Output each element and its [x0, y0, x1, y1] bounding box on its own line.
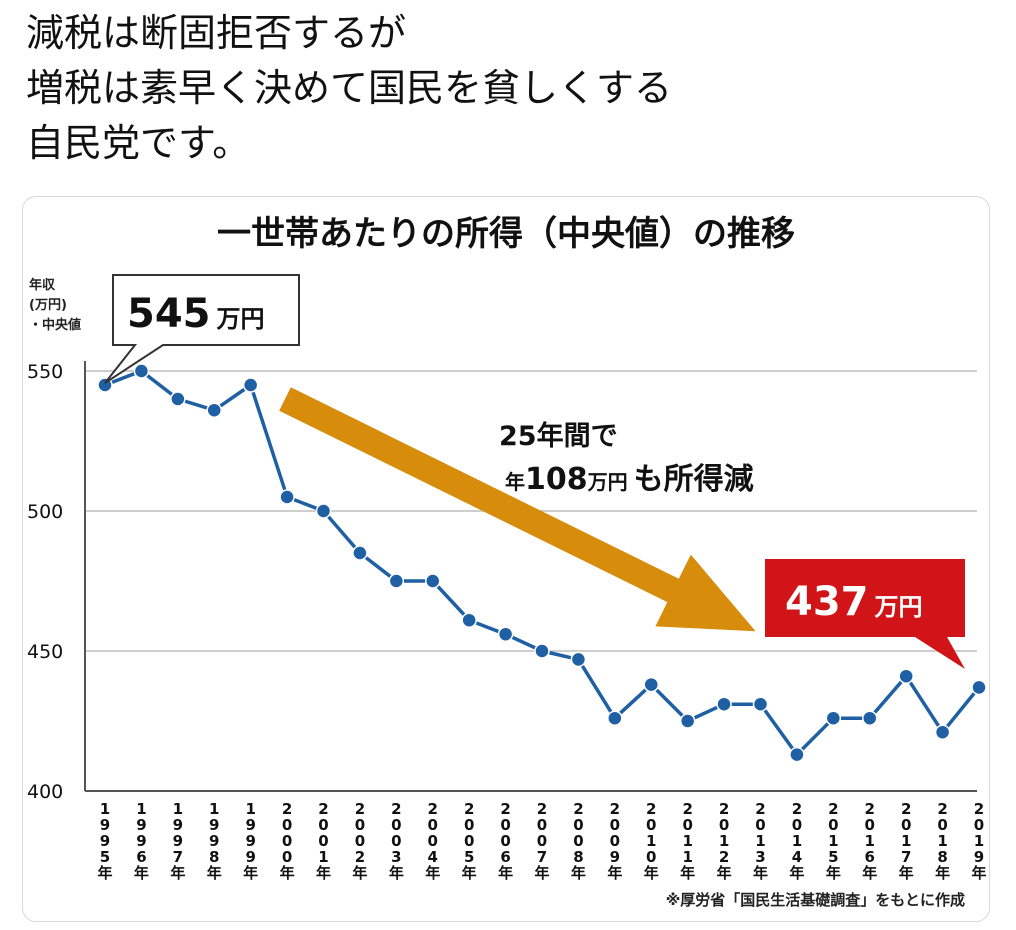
data-point-1996年 [133, 363, 150, 379]
data-point-2006年 [497, 626, 514, 642]
start-callout-value: 545 [127, 291, 211, 337]
data-point-2004年 [425, 573, 441, 589]
income-chart: 一世帯あたりの所得（中央値）の推移 年収 (万円) ・中央値 400 450 500… [27, 214, 987, 909]
annotation-line-1: 25年間で [499, 420, 618, 452]
data-point-2007年 [534, 643, 550, 659]
end-callout-unit: 万円 [875, 593, 923, 621]
data-point-2018年 [934, 724, 951, 740]
annotation-small-b: 万円 [587, 470, 628, 494]
annotation-rest: も所得減 [634, 462, 754, 497]
data-point-2002年 [352, 545, 368, 561]
y-axis-label-1: 年収 [29, 277, 56, 293]
post-text: 減税は断固拒否するが 増税は素早く決めて国民を貧しくする 自民党です。 [26, 6, 672, 171]
end-callout-box [765, 559, 965, 669]
data-point-2003年 [388, 573, 405, 589]
series-layer [97, 363, 987, 763]
data-point-2019年 [971, 679, 987, 696]
y-axis-label-3: ・中央値 [29, 317, 81, 333]
data-point-2011年 [679, 713, 696, 729]
post-line-3: 自民党です。 [26, 121, 251, 165]
data-point-2012年 [716, 696, 732, 712]
x-tick-layer: 1 9 9 5 年 1 9 9 6 年 1 9 9 7 年 1 9 9 8 年 1 9 9 9 年 2 0 0 0 年 2 0 0 1 年 2 0 0 2 年… [97, 800, 986, 882]
data-point-2009年 [607, 710, 623, 726]
y-axis-label-2: (万円) [29, 298, 67, 313]
y-tick-500: 500 [27, 501, 63, 523]
data-point-2008年 [570, 651, 587, 668]
data-point-2001年 [315, 503, 332, 519]
end-callout: 437 万円 [765, 559, 965, 669]
post-line-1: 減税は断固拒否するが [26, 11, 407, 55]
data-point-2010年 [643, 676, 659, 693]
data-point-2000年 [279, 489, 295, 505]
trend-arrow-layer [279, 387, 756, 632]
trend-arrow [279, 387, 756, 632]
data-point-1997年 [170, 391, 186, 407]
start-callout: 545 万円 [104, 274, 300, 384]
data-point-2013年 [752, 696, 769, 712]
data-point-2017年 [898, 668, 914, 684]
start-callout-unit: 万円 [217, 305, 265, 333]
end-callout-value: 437 [785, 579, 869, 625]
chart-title: 一世帯あたりの所得（中央値）の推移 [217, 214, 795, 254]
annotation-number: 108 [525, 462, 588, 497]
y-tick-550: 550 [27, 361, 63, 383]
start-callout-box [104, 274, 300, 384]
grid-layer: 400 450 500 550 [27, 361, 977, 803]
source-note: ※厚労省「国民生活基礎調査」をもとに作成 [666, 891, 965, 909]
data-point-2014年 [789, 746, 805, 763]
annotation-line-2: 年108万円 も所得減 [505, 462, 754, 497]
data-point-1998年 [206, 402, 222, 418]
data-point-1999年 [242, 377, 259, 393]
annotation-small-a: 年 [505, 470, 525, 494]
data-point-2005年 [461, 612, 477, 628]
chart-image-card[interactable]: 一世帯あたりの所得（中央値）の推移 年収 (万円) ・中央値 400 450 500… [22, 196, 990, 922]
post-line-2: 増税は素早く決めて国民を貧しくする [26, 66, 673, 110]
data-point-2016年 [862, 710, 878, 726]
y-tick-450: 450 [27, 641, 63, 663]
y-tick-400: 400 [27, 781, 63, 803]
data-point-2015年 [825, 710, 842, 726]
